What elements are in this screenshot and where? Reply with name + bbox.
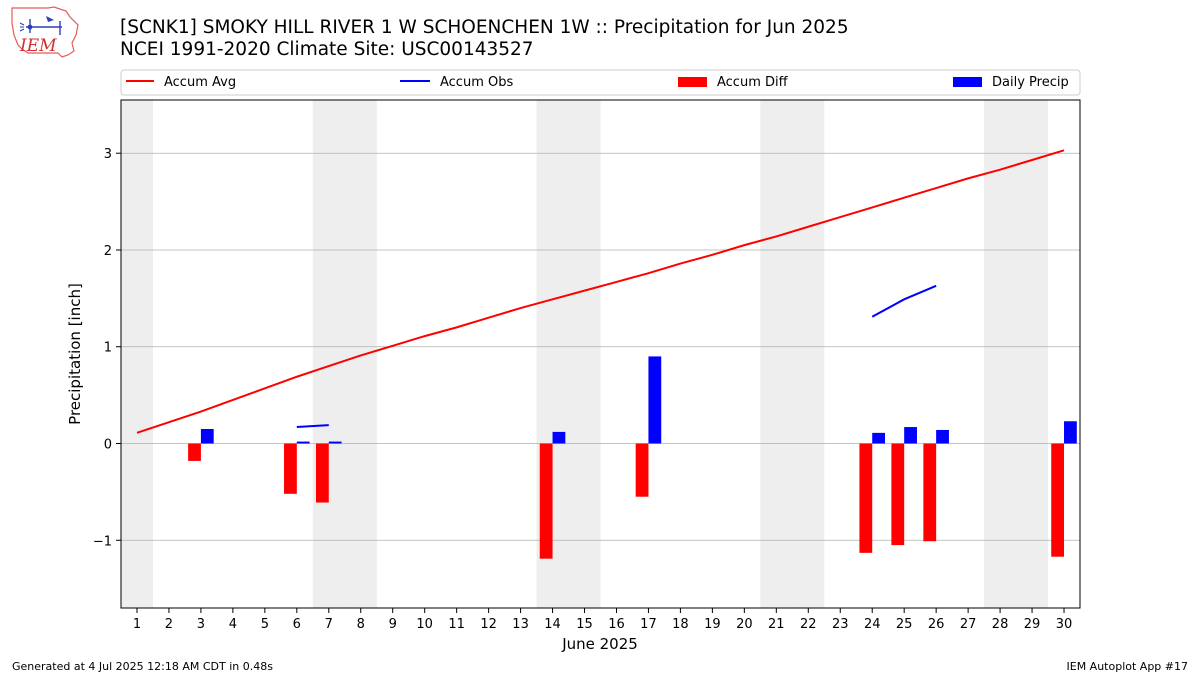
weekend-band-7: [312, 100, 345, 608]
x-tick-label: 17: [640, 617, 657, 632]
accum-avg-line: [136, 149, 1065, 434]
x-tick-label: 13: [512, 617, 529, 632]
x-tick-label: 28: [992, 617, 1009, 632]
daily-precip-bar: [872, 432, 886, 444]
legend-label-daily-precip: Daily Precip: [992, 75, 1069, 90]
x-tick-label: 15: [576, 617, 593, 632]
accum-diff-bar: [1051, 443, 1065, 557]
x-tick-label: 3: [197, 617, 205, 632]
weekend-band-21: [760, 100, 793, 608]
accum-diff-bar: [923, 443, 937, 542]
x-tick-label: 16: [608, 617, 625, 632]
app-label: IEM Autoplot App #17: [1066, 660, 1189, 673]
accum-diff-bar: [891, 443, 905, 546]
legend-swatch-accum-diff: [678, 77, 707, 87]
legend-swatch-daily-precip: [953, 77, 982, 87]
daily-precip-bar: [200, 428, 214, 444]
grid-lines: [121, 152, 1080, 541]
x-tick-label: 2: [165, 617, 173, 632]
weekend-band-15: [568, 100, 601, 608]
daily-precip-bar: [648, 356, 662, 444]
y-tick-label: 2: [104, 244, 112, 259]
x-tick-label: 1: [133, 617, 141, 632]
lines: [136, 149, 1065, 434]
bars: [188, 356, 1077, 559]
legend-label-accum-obs: Accum Obs: [440, 75, 513, 90]
legend-label-accum-avg: Accum Avg: [164, 75, 236, 90]
x-tick-label: 9: [389, 617, 397, 632]
y-tick-label: 0: [104, 438, 112, 453]
x-tick-label: 23: [832, 617, 849, 632]
accum-diff-bar: [188, 443, 201, 461]
logo-text: IEM: [19, 36, 57, 56]
legend-frame: [120, 69, 1081, 96]
legend-accum-obs: Accum Obs: [400, 75, 513, 90]
daily-precip-bar: [1064, 421, 1077, 444]
title-line-1: [SCNK1] SMOKY HILL RIVER 1 W SCHOENCHEN …: [120, 17, 849, 38]
accum-diff-bar: [635, 443, 649, 497]
title-line-2: NCEI 1991-2020 Climate Site: USC00143527: [120, 39, 534, 60]
x-tick-label: 8: [357, 617, 365, 632]
x-tick-label: 22: [800, 617, 817, 632]
weekend-band-1: [121, 100, 153, 608]
accum-diff-bar: [539, 443, 553, 559]
daily-precip-bar: [552, 431, 566, 444]
legend-accum-diff: Accum Diff: [678, 75, 789, 90]
daily-precip-bar: [328, 441, 342, 444]
x-tick-label: 11: [448, 617, 465, 632]
chart-title: [SCNK1] SMOKY HILL RIVER 1 W SCHOENCHEN …: [120, 17, 849, 61]
weekend-band-8: [344, 100, 377, 608]
y-tick-label: 3: [104, 147, 112, 162]
daily-precip-bar: [936, 429, 949, 444]
x-tick-label: 12: [480, 617, 497, 632]
y-axis-label: Precipitation [inch]: [66, 283, 84, 425]
weekend-band-22: [792, 100, 825, 608]
x-tick-label: 26: [928, 617, 945, 632]
x-tick-label: 4: [229, 617, 237, 632]
accum-obs-line: [296, 424, 329, 429]
weekend-band-29: [1016, 100, 1049, 608]
accum-diff-bar: [315, 443, 329, 503]
x-tick-label: 25: [896, 617, 913, 632]
iem-logo: IEM: [11, 6, 79, 58]
accum-obs-line: [871, 284, 937, 318]
x-tick-label: 18: [672, 617, 689, 632]
legend-label-accum-diff: Accum Diff: [717, 75, 789, 90]
legend: Accum Avg Accum Obs Accum Diff Daily Pre…: [120, 69, 1081, 96]
x-tick-label: 14: [544, 617, 561, 632]
accum-diff-bar: [859, 443, 873, 553]
x-tick-label: 20: [736, 617, 753, 632]
y-tick-label: 1: [104, 341, 112, 356]
x-tick-label: 21: [768, 617, 785, 632]
x-tick-label: 24: [864, 617, 881, 632]
x-tick-label: 6: [293, 617, 301, 632]
x-tick-label: 19: [704, 617, 721, 632]
generated-timestamp: Generated at 4 Jul 2025 12:18 AM CDT in …: [12, 660, 273, 673]
x-tick-label: 10: [416, 617, 433, 632]
daily-precip-bar: [296, 441, 310, 444]
x-tick-label: 5: [261, 617, 269, 632]
daily-precip-bar: [904, 427, 917, 444]
legend-accum-avg: Accum Avg: [126, 75, 236, 90]
x-tick-label: 7: [325, 617, 333, 632]
x-tick-label: 30: [1056, 617, 1073, 632]
plot-frame: [120, 99, 1081, 609]
weekend-shading: [121, 100, 1049, 608]
x-axis-label: June 2025: [561, 635, 638, 653]
x-tick-label: 27: [960, 617, 977, 632]
x-tick-label: 29: [1024, 617, 1041, 632]
weekend-band-28: [984, 100, 1017, 608]
y-tick-label: −1: [93, 534, 112, 549]
legend-daily-precip: Daily Precip: [953, 75, 1069, 90]
accum-diff-bar: [284, 443, 297, 494]
